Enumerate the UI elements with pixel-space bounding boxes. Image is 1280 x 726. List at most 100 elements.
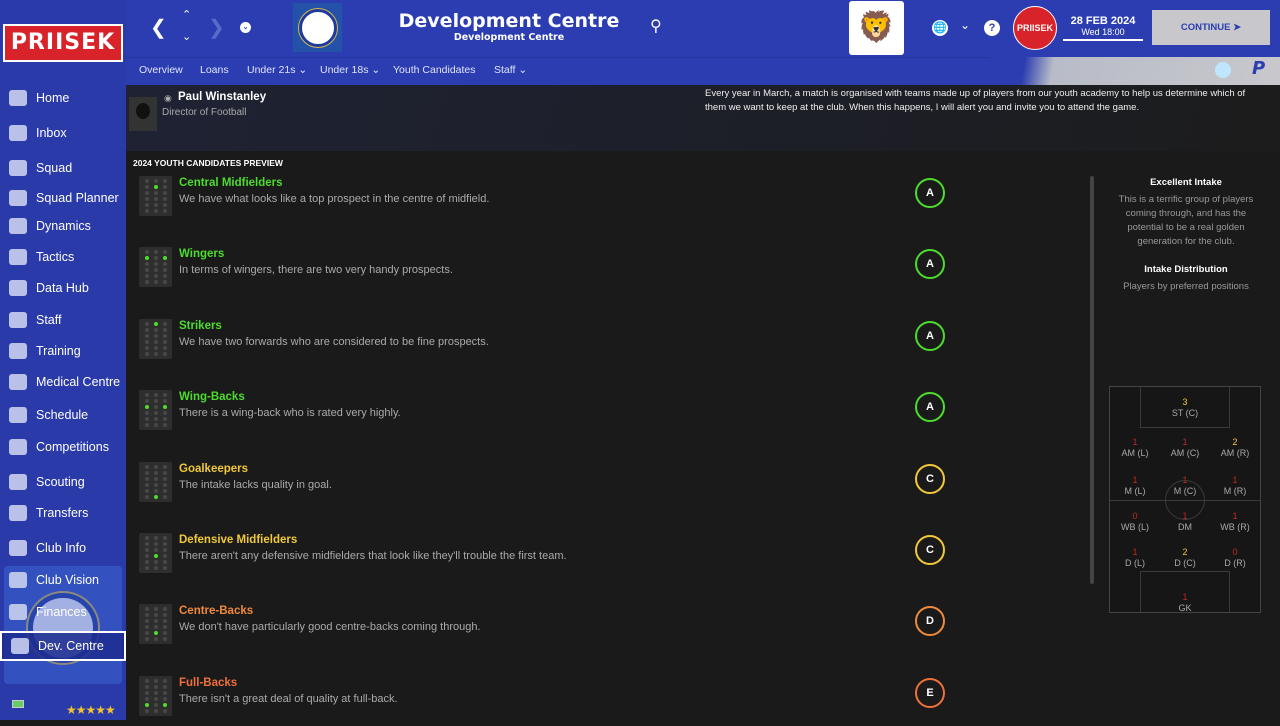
game-logo[interactable]: PRIISEK (3, 24, 123, 62)
candidate-row: Central Midfielders We have what looks l… (138, 176, 948, 226)
title-text: Development Centre (398, 10, 620, 32)
sidebar-item-inbox[interactable]: Inbox (0, 118, 126, 148)
sidebar-item-finances[interactable]: Finances (0, 597, 126, 627)
premier-league-logo[interactable]: 🦁 (849, 1, 904, 55)
position-count: 1 (1182, 511, 1188, 521)
person-name[interactable]: Paul Winstanley (178, 91, 267, 103)
sidebar-item-home[interactable]: Home (0, 83, 126, 113)
position-label: D (R) (1224, 558, 1246, 568)
sidebar-item-squad[interactable]: Squad (0, 153, 126, 183)
sidebar-item-competitions[interactable]: Competitions (0, 432, 126, 462)
dev-centre-icon (11, 638, 29, 654)
position-label: AM (R) (1220, 448, 1250, 458)
candidate-title: Wing-Backs (179, 391, 245, 404)
tab-under-18s[interactable]: Under 18s ⌄ (320, 64, 380, 76)
position-count: 1 (1182, 475, 1188, 485)
sidebar-item-club-info[interactable]: Club Info (0, 533, 126, 563)
sidebar-item-label: Squad Planner (36, 191, 119, 205)
tab-label: Overview (139, 64, 183, 76)
up-button[interactable]: ⌃ (182, 9, 192, 21)
candidate-title: Centre-Backs (179, 605, 254, 618)
position-label: WB (R) (1220, 522, 1250, 532)
distribution-heading: Intake Distribution (1144, 264, 1228, 275)
candidate-title: Defensive Midfielders (179, 534, 298, 546)
candidate-row: Strikers We have two forwards who are co… (138, 318, 948, 369)
candidate-desc: We have two forwards who are considered … (179, 335, 489, 348)
chevron-down-icon: ⌄ (371, 64, 381, 76)
position-pitch-icon (139, 247, 172, 288)
sidebar-item-label: Staff (36, 313, 62, 327)
sidebar-item-tactics[interactable]: Tactics (0, 242, 126, 272)
sidebar-item-label: Squad (36, 161, 73, 175)
tab-loans[interactable]: Loans (200, 64, 229, 76)
tab-staff[interactable]: Staff ⌄ (494, 64, 527, 76)
scrollbar[interactable] (1090, 176, 1094, 584)
sidebar: PRIISEK Home Inbox Squad Squad Planner Dynam… (0, 0, 126, 720)
time-text: Wed 18:00 (1081, 27, 1125, 37)
sidebar-item-training[interactable]: Training (0, 336, 126, 366)
sidebar-item-label: Home (36, 91, 70, 105)
candidate-desc: We have what looks like a top prospect i… (179, 193, 490, 205)
position-count: 3 (1182, 397, 1188, 407)
candidate-desc: We don't have particularly good centre-b… (179, 621, 481, 634)
position-label: GK (1178, 603, 1192, 613)
grade-badge: D (915, 606, 945, 637)
sidebar-item-medical-centre[interactable]: Medical Centre (0, 367, 126, 397)
sidebar-item-scouting[interactable]: Scouting (0, 467, 126, 497)
chevron-down-icon: ⌄ (518, 64, 528, 76)
sidebar-item-label: Transfers (36, 506, 89, 520)
tab-youth-candidates[interactable]: Youth Candidates (393, 64, 476, 76)
paypal-icon[interactable]: P (1252, 58, 1266, 79)
sidebar-item-label: Dev. Centre (38, 639, 104, 653)
candidate-title: Wingers (179, 248, 225, 261)
candidate-row: Centre-Backs We don't have particularly … (138, 604, 948, 654)
sidebar-item-label: Finances (36, 605, 87, 619)
search-icon[interactable]: ⚲ (650, 18, 662, 35)
candidate-title: Central Midfielders (179, 177, 283, 189)
position-label: M (R) (1223, 486, 1247, 496)
sidebar-item-schedule[interactable]: Schedule (0, 400, 126, 430)
position-cell: 1 WB (R) (1210, 511, 1260, 533)
sidebar-item-dev-centre[interactable]: Dev. Centre (0, 631, 126, 661)
candidate-desc: In terms of wingers, there are two very … (179, 264, 453, 277)
position-label: D (L) (1125, 558, 1145, 568)
staff-icon (9, 312, 27, 328)
date-display[interactable]: 28 FEB 2024 Wed 18:00 (1063, 15, 1143, 41)
trophy-icon (9, 439, 27, 455)
chevron-down-icon[interactable]: ⌄ (960, 18, 971, 32)
down-button[interactable]: ⌄ (182, 31, 192, 43)
sidebar-item-label: Schedule (36, 408, 89, 422)
position-count: 2 (1182, 547, 1188, 557)
manager-badge[interactable]: PRIISEK (1013, 6, 1057, 50)
continue-label: CONTINUE (1180, 22, 1231, 33)
sidebar-item-transfers[interactable]: Transfers (0, 498, 126, 528)
club-crest-header[interactable] (293, 3, 342, 52)
sidebar-item-data-hub[interactable]: Data Hub (0, 273, 126, 303)
position-label: D (C) (1174, 558, 1196, 568)
sidebar-item-club-vision[interactable]: Club Vision (0, 565, 126, 595)
sidebar-item-staff[interactable]: Staff (0, 305, 126, 335)
grade-badge: A (915, 249, 945, 280)
info-panel: ◉ Paul Winstanley Director of Football E… (126, 85, 1280, 151)
position-cell: 1 AM (L) (1110, 437, 1160, 459)
continue-button[interactable]: CONTINUE ➤ (1152, 10, 1270, 45)
data-hub-icon (9, 280, 27, 296)
help-icon[interactable]: ? (984, 20, 1000, 36)
page-title: Development Centre Development Centre (379, 10, 639, 43)
distribution-pitch: 3 ST (C) 1 AM (L) 1 AM (C) 2 AM (R) 1 M (L) 1 M (C)… (1109, 386, 1261, 613)
avatar[interactable] (129, 97, 157, 131)
lightbulb-icon[interactable] (1215, 62, 1231, 78)
tab-under-21s[interactable]: Under 21s ⌄ (247, 64, 307, 76)
history-dropdown-icon[interactable]: ⌄ (240, 22, 251, 33)
home-icon (9, 90, 27, 106)
forward-button[interactable]: ❯ (208, 17, 225, 39)
tab-overview[interactable]: Overview (139, 64, 183, 76)
medical-icon (9, 374, 27, 390)
grade-badge: A (915, 178, 945, 208)
sidebar-item-label: Training (36, 344, 81, 358)
globe-icon[interactable]: 🌐 (932, 20, 948, 36)
sidebar-item-squad-planner[interactable]: Squad Planner (0, 183, 126, 213)
sidebar-item-dynamics[interactable]: Dynamics (0, 211, 126, 241)
back-button[interactable]: ❮ (150, 17, 167, 39)
